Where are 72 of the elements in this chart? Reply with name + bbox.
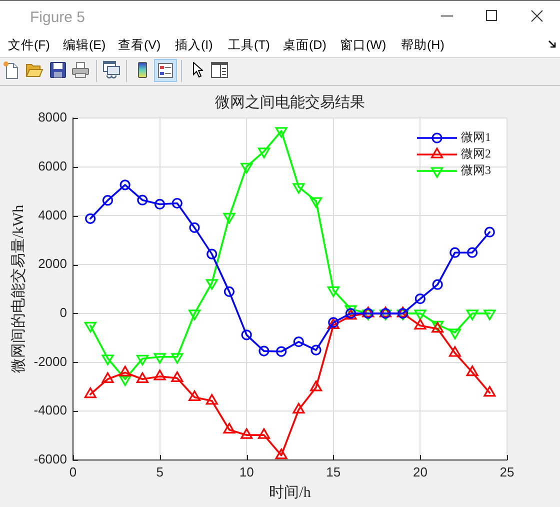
y-tick-label: 0: [60, 305, 67, 320]
point: [466, 366, 478, 376]
point: [206, 394, 218, 405]
legend-label: 微网3: [461, 163, 491, 178]
point: [450, 247, 460, 258]
point: [258, 346, 270, 356]
x-tick-label: 20: [412, 464, 428, 480]
point: [310, 380, 322, 392]
x-tick-label: 0: [69, 464, 77, 480]
y-tick-label: 2000: [38, 256, 67, 272]
point: [241, 330, 252, 340]
point: [85, 213, 96, 224]
point: [223, 422, 236, 434]
point: [240, 428, 253, 439]
point: [292, 183, 305, 194]
x-tick-label: 25: [500, 464, 514, 480]
text: 编辑(E): [63, 37, 106, 53]
y-tick-label: -2000: [34, 354, 67, 369]
point: [484, 386, 496, 397]
point: [414, 293, 426, 304]
point: [484, 226, 495, 238]
point: [275, 448, 288, 460]
point: [310, 344, 322, 356]
y-tick-label: 4000: [38, 207, 67, 222]
point: [172, 198, 182, 209]
point: [206, 248, 218, 260]
chart-title: 微网之间电能交易结果: [215, 94, 365, 111]
x-tick-label: 10: [239, 464, 254, 480]
point: [258, 428, 270, 439]
point: [102, 372, 114, 383]
y-tick-label: -6000: [34, 452, 67, 467]
point: [84, 387, 96, 398]
text: 插入(I): [175, 37, 213, 53]
point: [310, 197, 322, 208]
point: [275, 127, 288, 138]
point: [189, 222, 200, 233]
point: [240, 162, 253, 174]
x-tick-label: 5: [156, 464, 164, 480]
y-tick-label: 6000: [38, 158, 67, 174]
point: [414, 318, 426, 330]
point: [293, 336, 304, 348]
x-tick-label: 15: [326, 464, 341, 480]
point: [223, 212, 236, 224]
point: [224, 286, 235, 297]
point: [154, 370, 166, 380]
point: [466, 247, 478, 258]
point: [276, 346, 287, 357]
point: [171, 371, 184, 382]
x-axis-title: 时间/h: [269, 484, 312, 501]
caption: Figure 5: [30, 9, 86, 27]
text: 文件(F): [8, 37, 50, 53]
text: 窗口(W): [340, 37, 386, 53]
point: [292, 402, 305, 414]
point: [258, 148, 270, 158]
y-tick-label: -4000: [34, 402, 67, 418]
point: [448, 346, 461, 357]
point: [136, 372, 148, 383]
text: 桌面(D): [283, 37, 326, 53]
legend-label: 微网1: [461, 130, 491, 144]
point: [188, 390, 201, 402]
text: 帮助(H): [401, 37, 444, 53]
y-tick-label: 8000: [38, 110, 67, 125]
point: [432, 279, 443, 290]
point: [137, 194, 148, 206]
legend-label: 微网2: [461, 146, 491, 161]
point: [102, 195, 114, 206]
point: [154, 198, 166, 210]
point: [119, 366, 132, 376]
text: 工具(T): [228, 37, 270, 53]
text: 查看(V): [118, 37, 161, 53]
y-axis-title: 微网间的电能交易量/kWh: [10, 204, 27, 374]
point: [120, 180, 130, 190]
